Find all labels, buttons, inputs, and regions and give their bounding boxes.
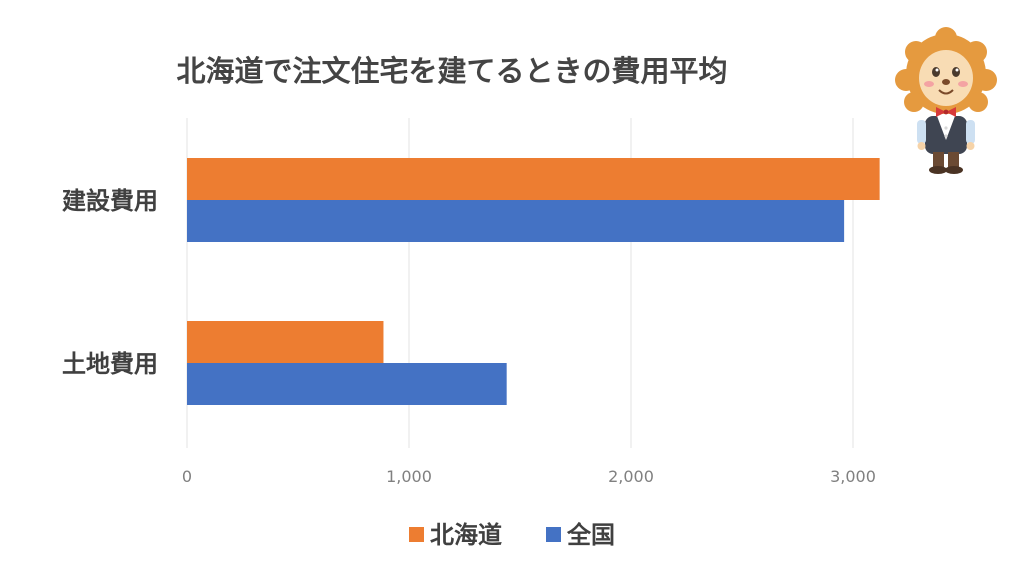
bar-hokkaido <box>187 321 384 363</box>
bar-national <box>187 200 845 242</box>
x-tick-label: 3,000 <box>830 467 876 486</box>
bar-hokkaido <box>187 158 880 200</box>
legend-swatch <box>409 527 424 542</box>
legend-swatch <box>546 527 561 542</box>
bar-national <box>187 363 507 405</box>
legend-label: 北海道 <box>430 521 502 549</box>
category-label: 土地費用 <box>62 350 158 378</box>
legend: 北海道 全国 <box>409 521 615 549</box>
x-tick-labels: 0 1,000 2,000 3,000 <box>182 467 876 486</box>
chart-title: 北海道で注文住宅を建てるときの費用平均 <box>176 54 727 88</box>
x-tick-label: 0 <box>182 467 192 486</box>
category-label: 建設費用 <box>62 187 158 215</box>
x-tick-label: 2,000 <box>608 467 654 486</box>
legend-label: 全国 <box>566 521 615 549</box>
x-tick-label: 1,000 <box>386 467 432 486</box>
lion-mascot-icon <box>895 27 997 174</box>
bars <box>187 158 880 405</box>
